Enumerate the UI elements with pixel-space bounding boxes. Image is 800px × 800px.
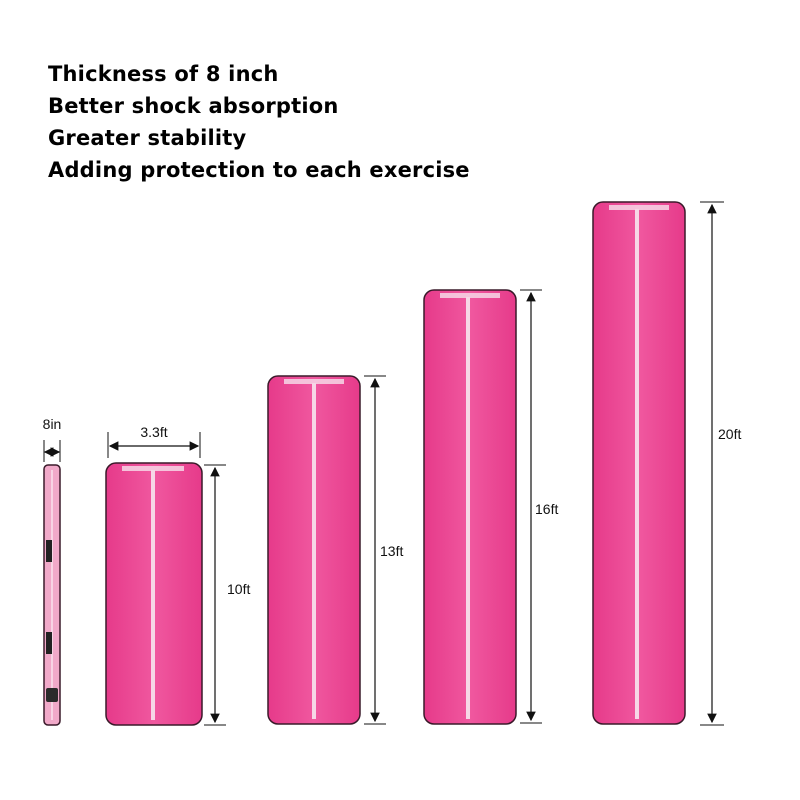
thickness-dimension: 8in [43,416,62,462]
feature-item: Adding protection to each exercise [48,158,470,182]
length-dimension-20ft: 20ft [700,201,741,726]
length-dimension-10ft: 10ft [204,464,250,726]
valve-icon [46,688,58,702]
feature-item: Thickness of 8 inch [48,62,279,86]
mat-16ft [423,289,517,725]
length-label-16ft: 16ft [535,501,558,517]
mat-20ft [592,201,686,725]
length-label-13ft: 13ft [380,543,403,559]
mat-13ft [267,375,361,725]
width-label: 3.3ft [140,424,167,440]
thickness-label: 8in [43,416,62,432]
length-dimension-13ft: 13ft [364,375,403,725]
feature-item: Greater stability [48,126,247,150]
side-view-mat [43,464,61,726]
length-label-10ft: 10ft [227,581,250,597]
width-dimension: 3.3ft [107,424,201,458]
mat-10ft [105,462,203,726]
handle-icon [46,540,52,562]
feature-list: Thickness of 8 inch Better shock absorpt… [48,58,470,186]
feature-item: Better shock absorption [48,94,339,118]
length-label-20ft: 20ft [718,426,741,442]
length-dimension-16ft: 16ft [520,289,558,724]
handle-icon [46,632,52,654]
